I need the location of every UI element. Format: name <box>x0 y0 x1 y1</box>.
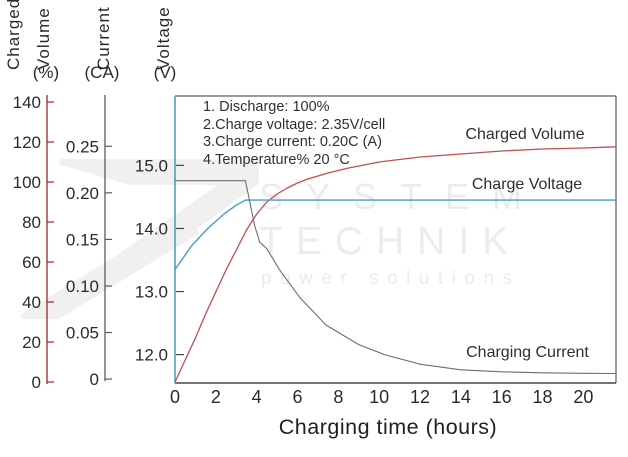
x-tick-label: 4 <box>252 387 262 407</box>
x-axis-title: Charging time (hours) <box>278 415 498 439</box>
volume-tick-label: 80 <box>22 213 41 232</box>
current-tick-label: 0.15 <box>66 230 99 249</box>
current-tick-label: 0.20 <box>66 184 99 203</box>
voltage-tick-label: 12.0 <box>135 346 168 365</box>
charging-current-curve-label: Charging Current <box>466 344 589 361</box>
x-tick-label: 6 <box>292 387 302 407</box>
current-axis-unit: (CA) <box>84 63 120 82</box>
voltage-tick-label: 13.0 <box>135 283 168 302</box>
volume-axis-unit: (%) <box>32 63 60 82</box>
x-tick-label: 8 <box>333 387 343 407</box>
annotation-line-2: 2.Charge voltage: 2.35V/cell <box>203 116 386 133</box>
current-tick-label: 0.25 <box>66 137 99 156</box>
x-tick-label: 10 <box>369 387 389 407</box>
charged-volume-series <box>174 146 617 383</box>
current-tick-label: 0.10 <box>66 277 99 296</box>
x-tick-label: 18 <box>532 387 552 407</box>
charged-volume-curve-label: Charged Volume <box>465 126 585 143</box>
charge-voltage-curve-label: Charge Voltage <box>471 176 583 193</box>
volume-tick-label: 20 <box>22 333 41 352</box>
charging-current-series <box>175 180 617 375</box>
annotation-line-3: 3.Charge current: 0.20C (A) <box>203 134 382 150</box>
volume-tick-label: 140 <box>13 93 41 112</box>
voltage-axis-unit: (V) <box>153 63 177 82</box>
volume-tick-label: 40 <box>22 293 41 312</box>
current-tick-label: 0.05 <box>66 324 99 343</box>
volume-tick-label: 100 <box>13 173 41 192</box>
watermark-text-power-solutions: power solutions <box>261 268 521 289</box>
x-tick-label: 20 <box>573 387 593 407</box>
watermark-text-technik: TECHNIK <box>259 220 522 263</box>
x-tick-label: 12 <box>410 387 430 407</box>
current-tick-label: 0 <box>90 370 99 389</box>
charge-voltage-series <box>174 199 616 270</box>
voltage-tick-label: 14.0 <box>135 219 168 238</box>
x-tick-label: 16 <box>492 387 512 407</box>
voltage-tick-label: 15.0 <box>135 156 168 175</box>
annotation-line-4: 4.Temperature% 20 °C <box>203 151 350 168</box>
volume-tick-label: 120 <box>13 133 41 152</box>
x-tick-label: 14 <box>451 387 471 407</box>
watermark-text-system: SYSTEM <box>259 176 546 217</box>
volume-tick-label: 60 <box>22 253 41 272</box>
volume-tick-label: 0 <box>32 373 41 392</box>
annotation-line-1: 1. Discharge: 100% <box>203 99 330 115</box>
x-tick-label: 2 <box>211 387 221 407</box>
x-tick-label: 0 <box>170 387 180 407</box>
chart-annotations: 1. Discharge: 100% 2.Charge voltage: 2.3… <box>203 99 385 169</box>
